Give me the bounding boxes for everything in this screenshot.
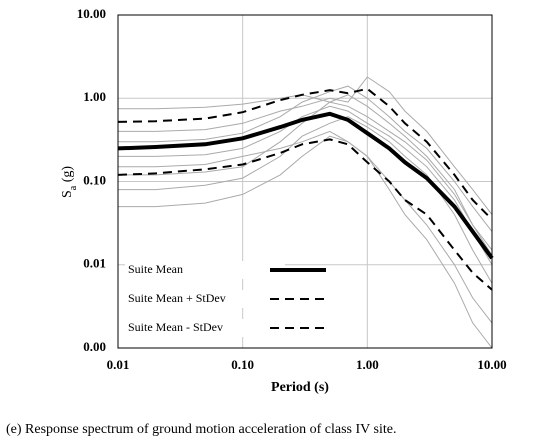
- y-tick-label: 1.00: [83, 89, 106, 104]
- y-tick-label: 10.00: [77, 6, 106, 21]
- y-label-main: S: [60, 190, 75, 198]
- y-label-unit: (g): [60, 166, 75, 186]
- record-line: [118, 105, 493, 266]
- x-tick-label: 10.00: [477, 357, 506, 372]
- series-line: [117, 111, 494, 260]
- caption: (e) Response spectrum of ground motion a…: [6, 422, 396, 437]
- x-tick-label: 0.01: [107, 357, 130, 372]
- legend-bg: [125, 290, 285, 308]
- series-line: [117, 87, 493, 221]
- y-tick-label: 0.01: [83, 256, 106, 271]
- x-tick-label: 0.10: [231, 357, 254, 372]
- legend-label: Suite Mean - StDev: [128, 320, 223, 334]
- y-axis-label: Sa (g): [60, 166, 79, 198]
- legend-label: Suite Mean: [128, 262, 183, 276]
- y-tick-label: 0.00: [83, 339, 106, 354]
- record-line: [118, 94, 493, 251]
- record-line: [118, 76, 493, 215]
- record-line: [118, 94, 493, 256]
- record-line: [118, 130, 493, 349]
- y-label-sub: a: [68, 185, 79, 190]
- legend-bg: [125, 261, 285, 279]
- record-line: [118, 85, 493, 232]
- x-tick-label: 1.00: [356, 357, 379, 372]
- legend-label: Suite Mean + StDev: [128, 291, 226, 305]
- legend-bg: [125, 319, 285, 337]
- y-tick-label: 0.10: [83, 172, 106, 187]
- plot-border: [117, 14, 493, 349]
- record-line: [118, 116, 493, 284]
- x-axis-label: Period (s): [271, 380, 329, 395]
